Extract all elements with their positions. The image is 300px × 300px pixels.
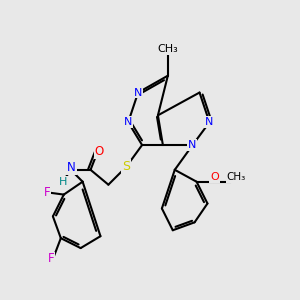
Text: O: O bbox=[210, 172, 219, 182]
Text: N: N bbox=[205, 117, 214, 127]
Text: N: N bbox=[68, 161, 76, 174]
Text: CH₃: CH₃ bbox=[158, 44, 178, 54]
Text: S: S bbox=[122, 160, 130, 173]
Text: N: N bbox=[134, 88, 142, 98]
Text: CH₃: CH₃ bbox=[226, 172, 246, 182]
Text: F: F bbox=[48, 253, 54, 266]
Text: F: F bbox=[44, 186, 50, 199]
Text: N: N bbox=[124, 117, 132, 127]
Text: N: N bbox=[188, 140, 196, 150]
Text: O: O bbox=[95, 146, 104, 158]
Text: H: H bbox=[58, 177, 67, 187]
